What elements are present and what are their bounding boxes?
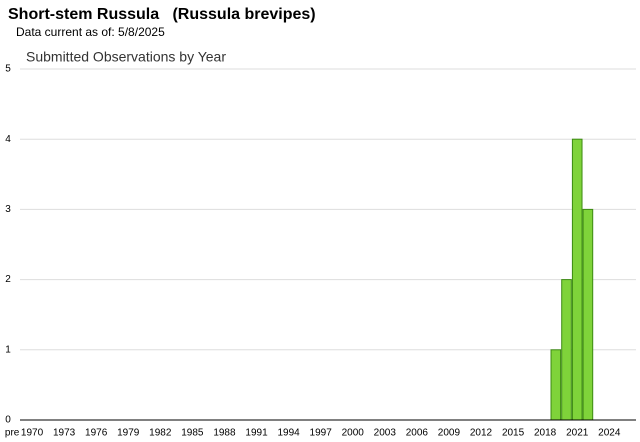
x-tick-label: 2021 (566, 428, 589, 439)
y-tick-label: 5 (5, 64, 11, 75)
x-tick-label: 1973 (53, 428, 76, 439)
x-tick-label: 2024 (598, 428, 621, 439)
x-tick-label: 2003 (374, 428, 397, 439)
x-tick-label: 2018 (534, 428, 557, 439)
y-tick-label: 2 (5, 274, 11, 285)
x-tick-label: 2015 (502, 428, 525, 439)
y-tick-label: 1 (5, 344, 11, 355)
page-title: Short-stem Russula (Russula brevipes) (8, 6, 316, 23)
x-tick-label: 1985 (181, 428, 204, 439)
y-tick-label: 3 (5, 204, 11, 215)
bar (561, 279, 572, 421)
bar (582, 208, 594, 421)
y-tick-label: 0 (5, 415, 11, 426)
x-tick-label: 1970 (21, 428, 44, 439)
y-tick-label: 4 (5, 134, 11, 145)
bar (550, 349, 562, 421)
x-tick-label: 2006 (406, 428, 429, 439)
x-tick-label: 1979 (117, 428, 140, 439)
x-tick-label: 1991 (245, 428, 268, 439)
x-tick-label: 1988 (213, 428, 236, 439)
chart-title: Submitted Observations by Year (26, 49, 226, 65)
x-tick-label: 2000 (342, 428, 365, 439)
x-tick-label: 1997 (310, 428, 333, 439)
subtitle: Data current as of: 5/8/2025 (16, 25, 165, 39)
x-tick-label: 1982 (149, 428, 172, 439)
bar (571, 138, 583, 421)
x-tick-label: 1976 (85, 428, 108, 439)
x-tick-label: 2009 (438, 428, 461, 439)
x-tick-label: pre (5, 428, 20, 439)
x-tick-label: 2012 (470, 428, 493, 439)
x-tick-label: 1994 (277, 428, 300, 439)
